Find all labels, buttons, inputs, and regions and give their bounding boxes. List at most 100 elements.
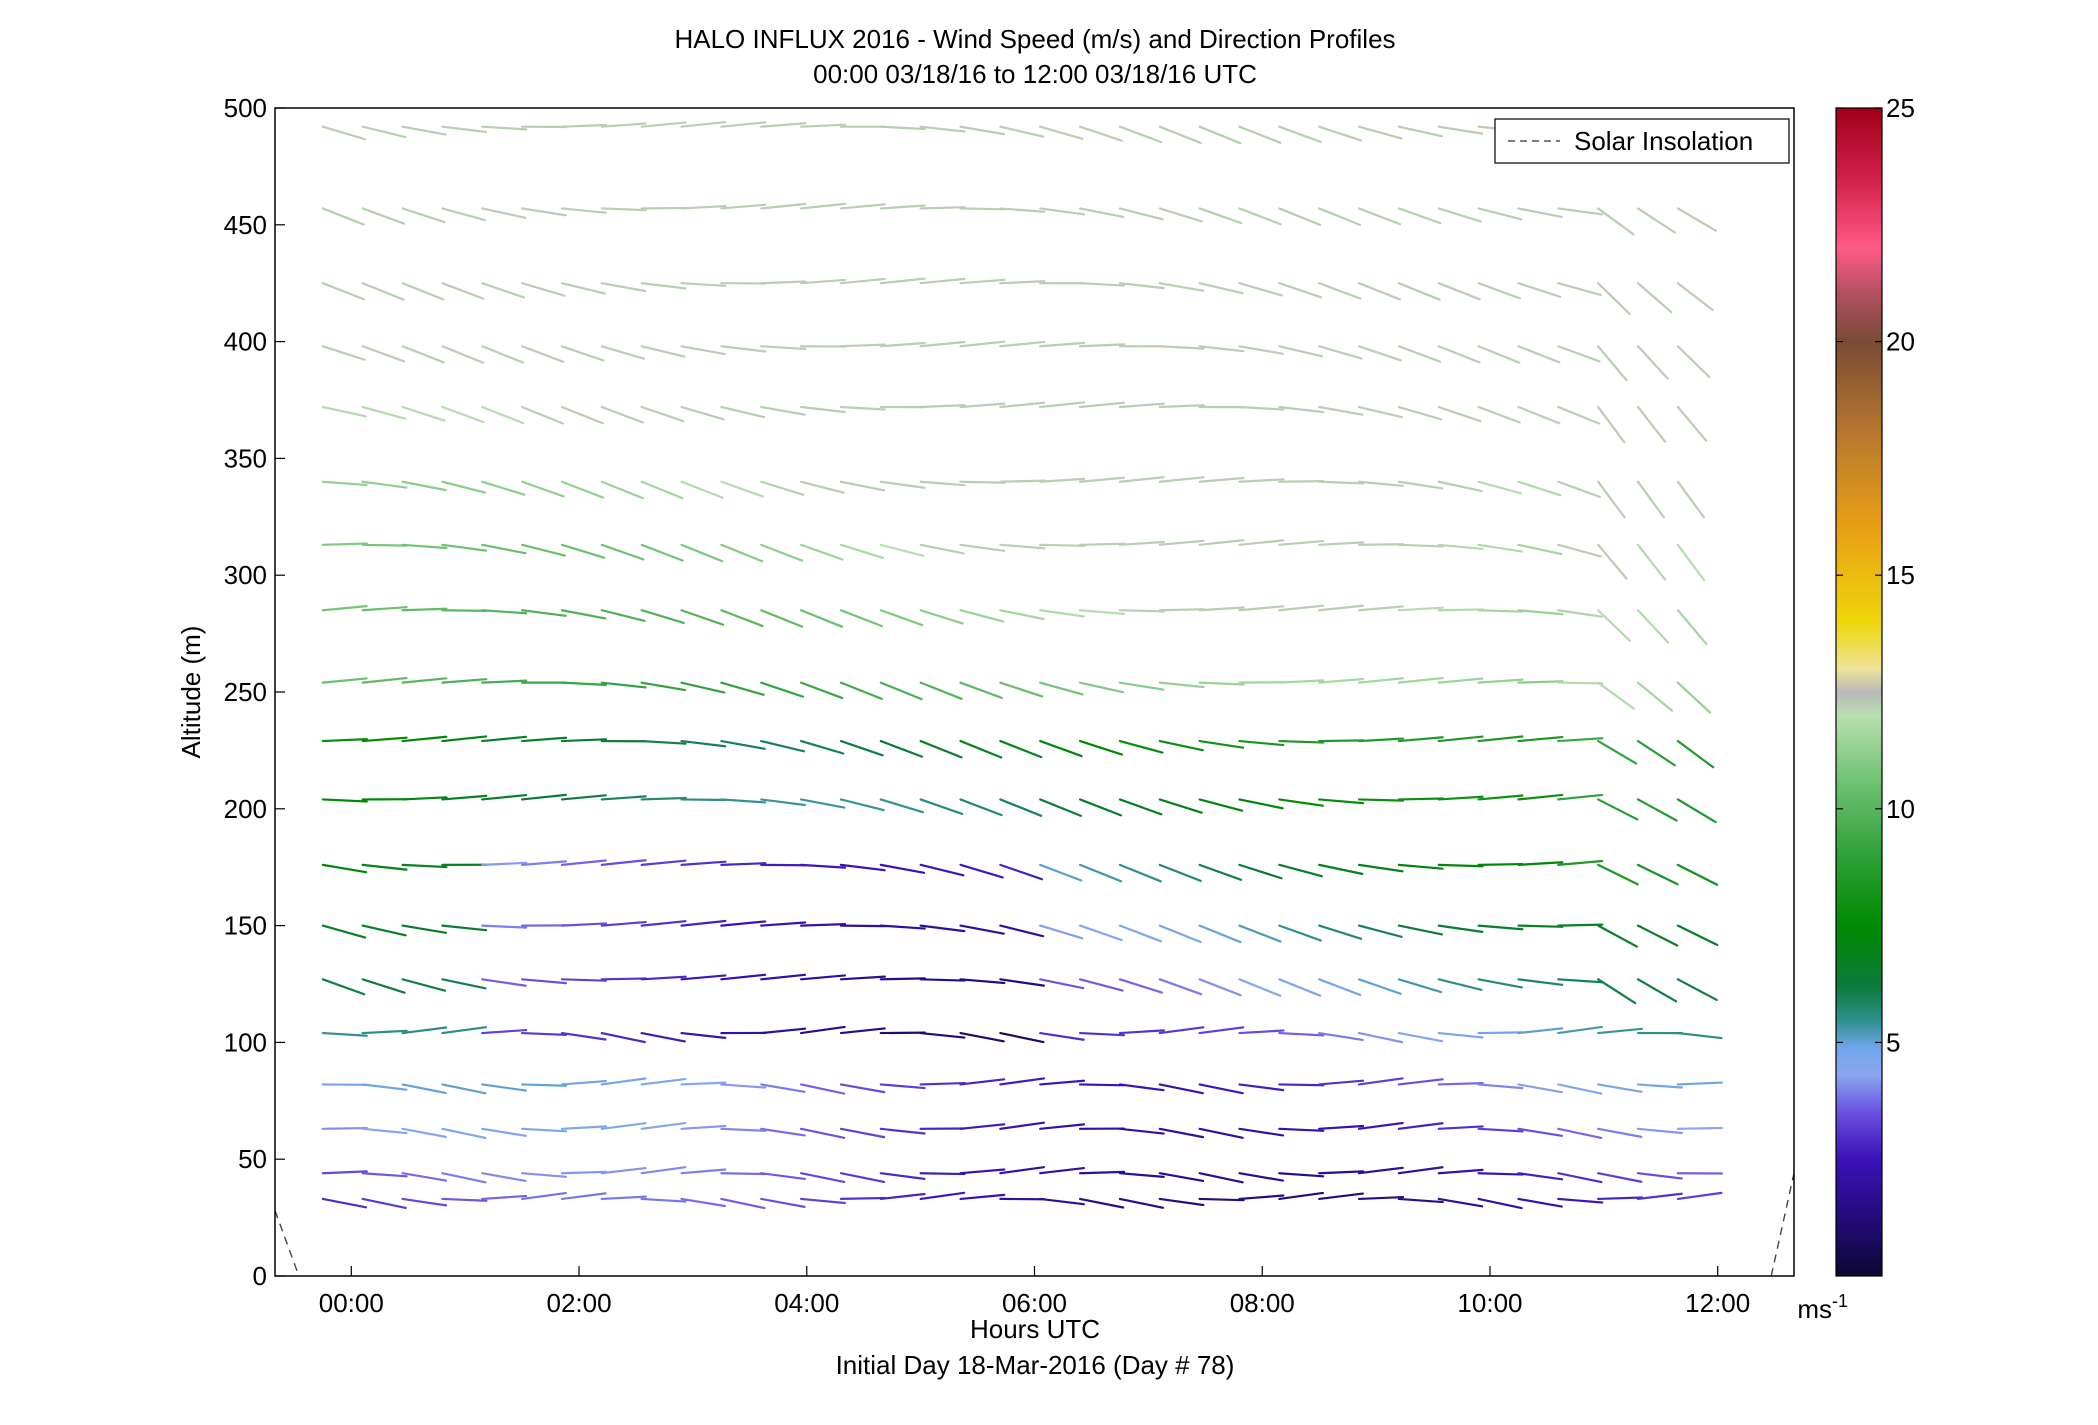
wind-vector	[321, 207, 365, 226]
wind-vector	[1636, 609, 1670, 644]
wind-vector	[1517, 924, 1564, 928]
wind-vector	[959, 609, 1005, 623]
wind-vector	[321, 125, 367, 141]
wind-vector	[1477, 735, 1524, 743]
wind-vector	[1357, 1166, 1404, 1175]
wind-vector	[959, 798, 1003, 817]
wind-vector	[919, 480, 966, 487]
wind-vector	[1636, 1127, 1683, 1135]
wind-vector	[1597, 543, 1628, 580]
wind-vector	[481, 735, 528, 743]
wind-vector	[999, 739, 1043, 759]
wind-vector	[799, 922, 847, 927]
wind-vector	[401, 1083, 447, 1095]
wind-vector	[1118, 1029, 1165, 1035]
wind-vector	[999, 863, 1044, 881]
wind-vector	[321, 345, 366, 361]
wind-vector	[1676, 798, 1717, 824]
wind-vector	[680, 860, 727, 866]
wind-vector	[680, 1124, 727, 1130]
wind-vector	[441, 1197, 488, 1202]
wind-vector	[1318, 1170, 1365, 1175]
wind-vector	[680, 120, 727, 128]
wind-vector	[1278, 1083, 1325, 1087]
x-tick-label: 08:00	[1230, 1288, 1295, 1318]
wind-vector	[1158, 539, 1205, 546]
wind-vector	[1437, 795, 1484, 801]
wind-vector	[560, 1031, 607, 1041]
wind-vector	[1118, 609, 1165, 613]
wind-vector	[999, 543, 1046, 550]
wind-vector	[1477, 924, 1524, 931]
wind-vector	[1318, 798, 1365, 805]
wind-vector	[999, 924, 1045, 938]
wind-vector	[1676, 282, 1714, 312]
wind-vector	[1118, 1127, 1165, 1135]
wind-vector	[1557, 543, 1602, 558]
wind-vector	[361, 1083, 408, 1091]
x-axis-label: Hours UTC	[970, 1314, 1100, 1344]
wind-vector	[640, 859, 687, 866]
wind-vector	[1278, 405, 1325, 414]
wind-vector	[1078, 978, 1124, 992]
wind-vector	[1357, 345, 1402, 362]
wind-vector	[720, 480, 764, 498]
wind-vector	[1437, 1031, 1484, 1039]
wind-vector	[1597, 1172, 1643, 1183]
wind-vector	[1158, 404, 1205, 409]
wind-vector	[640, 480, 684, 500]
wind-vector	[1557, 978, 1604, 984]
wind-vector	[1238, 1194, 1285, 1201]
wind-vector	[1517, 1197, 1563, 1208]
wind-vector	[1636, 345, 1669, 380]
wind-vector	[1318, 480, 1365, 485]
wind-vector	[959, 1193, 1006, 1201]
wind-vector	[481, 609, 528, 615]
wind-vector	[1278, 282, 1323, 299]
wind-vector	[1039, 863, 1083, 882]
wind-vector	[879, 863, 926, 874]
colorbar-tick-label: 5	[1886, 1027, 1900, 1057]
wind-vector	[1397, 1197, 1444, 1204]
wind-vector	[1238, 863, 1283, 880]
wind-vector	[1158, 608, 1205, 612]
wind-vector-field	[321, 120, 1723, 1210]
wind-vector	[799, 1127, 846, 1139]
wind-vector	[1318, 207, 1362, 226]
wind-vector	[600, 345, 646, 360]
colorbar-tick-label: 15	[1886, 560, 1915, 590]
wind-vector	[1597, 207, 1635, 236]
wind-vector	[600, 609, 646, 622]
wind-vector	[760, 798, 806, 807]
wind-vector	[520, 207, 567, 217]
wind-vector	[1597, 609, 1631, 642]
x-tick-label: 02:00	[546, 1288, 611, 1318]
wind-vector	[1198, 739, 1245, 749]
wind-vector	[600, 282, 647, 293]
wind-vector	[959, 1031, 1005, 1043]
wind-vector	[1238, 282, 1283, 297]
wind-vector	[1278, 863, 1323, 878]
wind-vector	[1238, 605, 1285, 612]
wind-vector	[1557, 1083, 1603, 1095]
wind-vector	[560, 609, 607, 620]
wind-vector	[760, 739, 806, 753]
x-axis-ticks: 00:00 02:00 04:00 06:00 08:00 10:00 12:00	[319, 1266, 1750, 1318]
wind-vector	[1198, 125, 1242, 145]
chart-subtitle: 00:00 03/18/16 to 12:00 03/18/16 UTC	[813, 59, 1257, 89]
wind-vector	[1118, 924, 1163, 943]
wind-vector	[1397, 282, 1441, 301]
wind-vector	[361, 863, 408, 871]
wind-vector	[481, 793, 528, 801]
wind-vector	[1078, 863, 1123, 883]
wind-vector	[919, 978, 966, 982]
wind-vector	[481, 207, 527, 219]
wind-vector	[999, 207, 1046, 213]
wind-vector	[560, 1192, 607, 1201]
wind-vector	[959, 1078, 1006, 1086]
wind-vector	[1517, 861, 1564, 866]
wind-vector	[1278, 1127, 1325, 1132]
wind-vector	[520, 543, 566, 557]
wind-vector	[680, 919, 727, 927]
wind-vector	[879, 543, 925, 557]
